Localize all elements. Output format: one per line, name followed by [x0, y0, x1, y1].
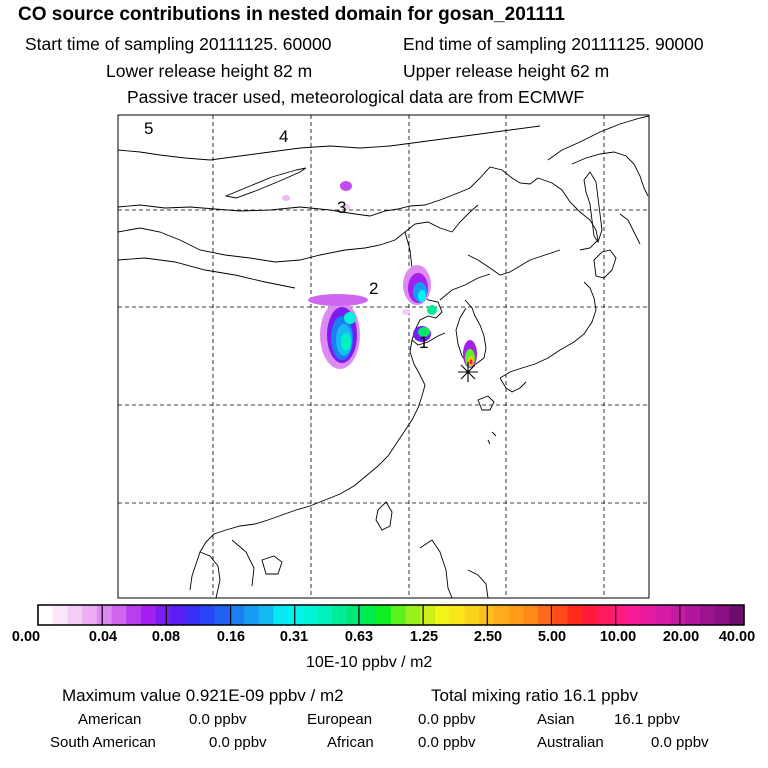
colorbar-swatch	[538, 605, 554, 625]
colorbar-swatch	[611, 605, 627, 625]
region-label-australian: Australian	[537, 734, 604, 751]
colorbar-swatch	[376, 605, 392, 625]
region-value-american: 0.0 ppbv	[189, 711, 247, 728]
colorbar-swatch	[729, 605, 745, 625]
region-value-south-american: 0.0 ppbv	[209, 734, 267, 751]
colorbar-swatch	[508, 605, 524, 625]
colorbar-tick: 40.00	[718, 629, 756, 645]
region-label-asian: Asian	[537, 711, 575, 728]
colorbar-border	[37, 604, 745, 626]
colorbar-swatch	[567, 605, 583, 625]
colorbar-tick: 1.25	[409, 629, 439, 645]
region-value-european: 0.0 ppbv	[418, 711, 476, 728]
coastlines	[118, 115, 649, 598]
colorbar-tick: 0.00	[11, 629, 41, 645]
colorbar-swatch	[435, 605, 451, 625]
colorbar-swatch	[82, 605, 98, 625]
colorbar-swatch	[229, 605, 245, 625]
colorbar-swatch	[670, 605, 686, 625]
colorbar-tick: 5.00	[537, 629, 567, 645]
colorbar-tick: 20.00	[662, 629, 700, 645]
release-upper: Upper release height 62 m	[403, 61, 610, 81]
colorbar-swatch	[699, 605, 715, 625]
colorbar-swatch	[288, 605, 304, 625]
colorbar-swatch	[170, 605, 186, 625]
colorbar-swatch	[361, 605, 377, 625]
lat-lon-grid	[118, 115, 649, 598]
colorbar-swatch	[346, 605, 362, 625]
colorbar-swatch	[655, 605, 671, 625]
colorbar-tick: 0.08	[151, 629, 181, 645]
map-label-3: 3	[337, 198, 347, 217]
colorbar-swatch	[523, 605, 539, 625]
map-label-5: 5	[144, 119, 154, 138]
colorbar-swatch	[96, 605, 112, 625]
colorbar-swatch	[449, 605, 465, 625]
colorbar-tick: 0.63	[344, 629, 374, 645]
colorbar-swatch	[199, 605, 215, 625]
colorbar-swatch	[420, 605, 436, 625]
region-value-australian: 0.0 ppbv	[651, 734, 709, 751]
colorbar-swatch	[391, 605, 407, 625]
colorbar-tick: 0.31	[279, 629, 309, 645]
region-value-african: 0.0 ppbv	[418, 734, 476, 751]
map-label-4: 4	[279, 127, 289, 146]
total-mixing-ratio: Total mixing ratio 16.1 ppbv	[431, 686, 638, 705]
colorbar-unit: 10E-10 ppbv / m2	[306, 654, 433, 671]
colorbar-swatch	[582, 605, 598, 625]
colorbar-swatch	[317, 605, 333, 625]
colorbar-swatch	[214, 605, 230, 625]
colorbar-swatch	[52, 605, 68, 625]
colorbar-swatch	[155, 605, 171, 625]
colorbar-swatch	[332, 605, 348, 625]
colorbar-swatch	[626, 605, 642, 625]
sampling-end: End time of sampling 20111125. 90000	[403, 34, 704, 54]
colorbar	[37, 604, 745, 626]
colorbar-swatch	[38, 605, 54, 625]
tracer-note: Passive tracer used, meteorological data…	[127, 87, 585, 107]
colorbar-tick: 0.04	[88, 629, 118, 645]
colorbar-swatch	[596, 605, 613, 625]
colorbar-swatch	[641, 605, 657, 625]
maximum-value: Maximum value 0.921E-09 ppbv / m2	[62, 686, 344, 705]
region-label-african: African	[327, 734, 374, 751]
colorbar-tick: 2.50	[473, 629, 503, 645]
map-label-1: 1	[419, 333, 429, 352]
colorbar-swatch	[67, 605, 83, 625]
colorbar-swatch	[405, 605, 421, 625]
colorbar-swatch	[714, 605, 730, 625]
colorbar-swatch	[493, 605, 510, 625]
region-label-european: European	[307, 711, 373, 728]
plot-title: CO source contributions in nested domain…	[18, 4, 565, 25]
colorbar-swatch	[273, 605, 289, 625]
colorbar-swatch	[140, 605, 157, 625]
colorbar-swatch	[258, 605, 274, 625]
region-label-south-american: South American	[50, 734, 156, 751]
region-label-american: American	[78, 711, 142, 728]
colorbar-swatch	[185, 605, 201, 625]
receptor-star	[458, 362, 478, 382]
region-value-asian: 16.1 ppbv	[614, 711, 680, 728]
colorbar-swatch	[243, 605, 260, 625]
colorbar-tick: 10.00	[599, 629, 637, 645]
colorbar-tick: 0.16	[216, 629, 246, 645]
release-lower: Lower release height 82 m	[106, 61, 313, 81]
colorbar-swatch	[126, 605, 142, 625]
colorbar-swatch	[685, 605, 701, 625]
colorbar-swatch	[464, 605, 480, 625]
map-label-2: 2	[369, 279, 379, 298]
co-plumes	[282, 181, 477, 369]
colorbar-swatch	[111, 605, 127, 625]
colorbar-swatch	[552, 605, 568, 625]
map-frame	[117, 114, 650, 599]
sampling-start: Start time of sampling 20111125. 60000	[25, 34, 332, 54]
colorbar-swatch	[302, 605, 318, 625]
